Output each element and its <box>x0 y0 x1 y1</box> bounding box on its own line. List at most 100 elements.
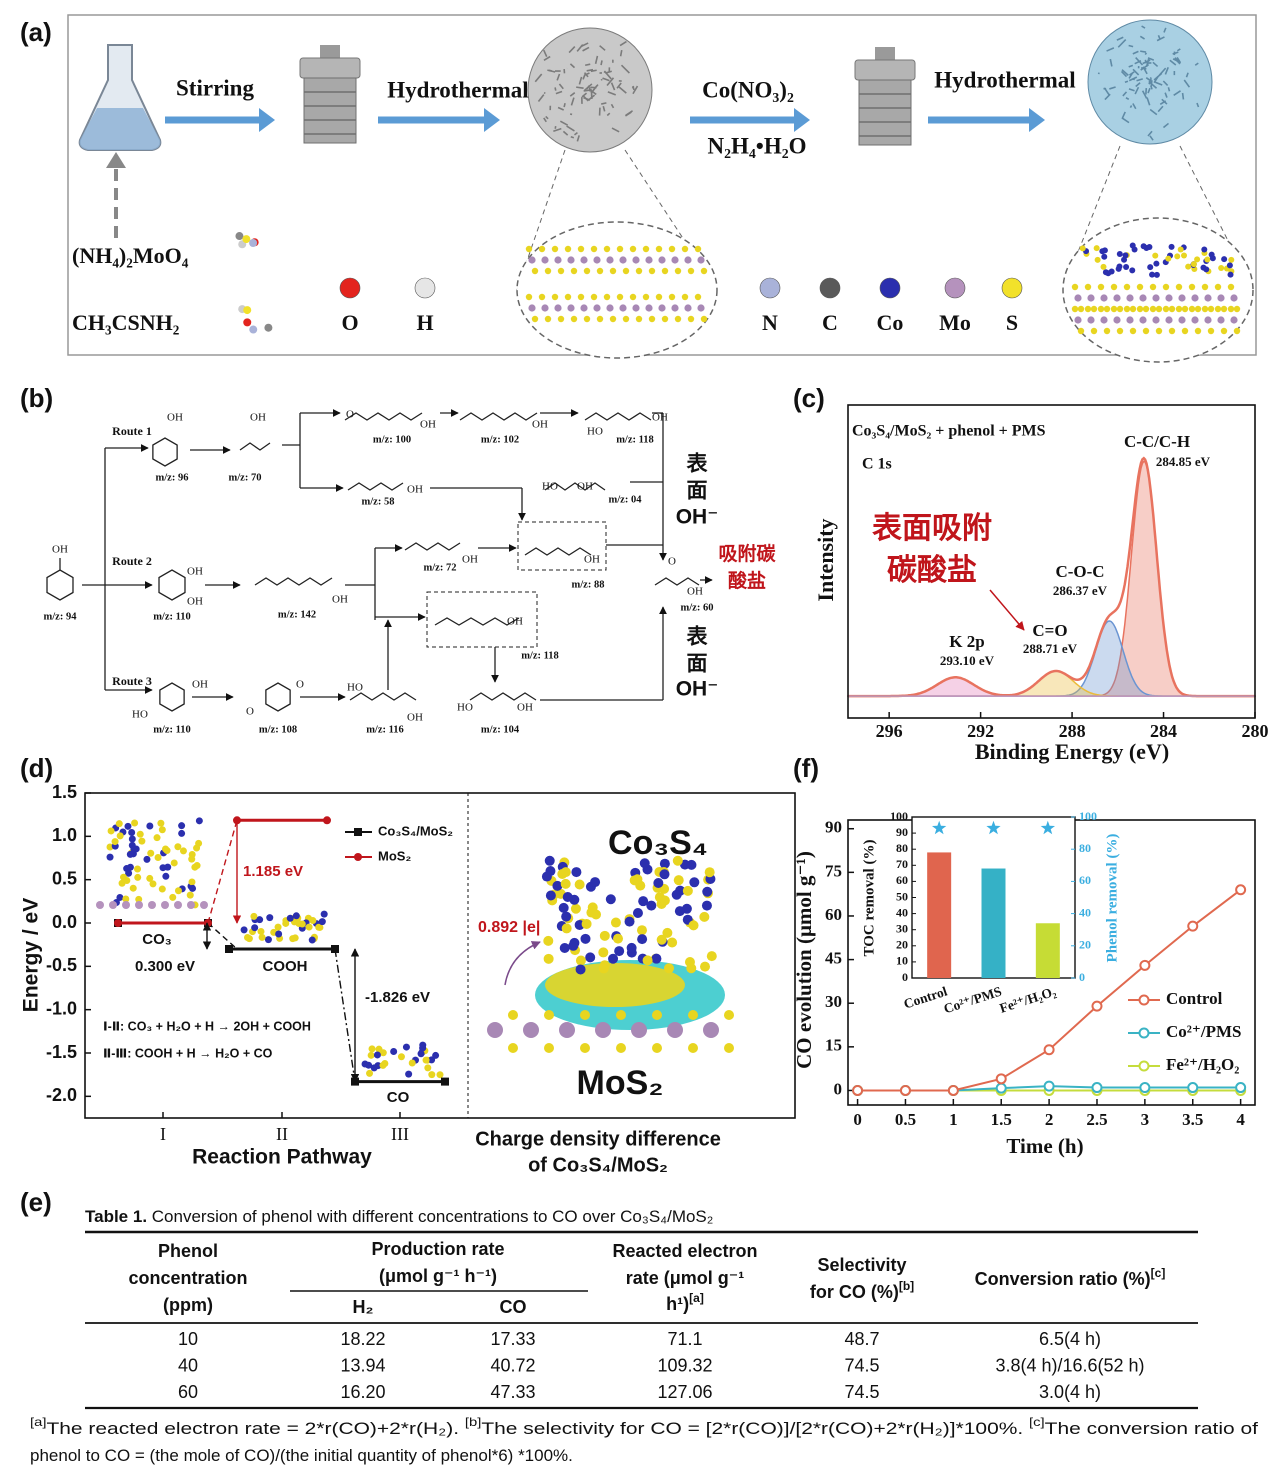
group-label: OH <box>652 412 668 424</box>
atom-s <box>1149 305 1157 313</box>
atom-s <box>1155 327 1163 335</box>
atom <box>291 934 299 942</box>
petal <box>1158 67 1167 76</box>
y-tick-label: -1.5 <box>46 1042 77 1062</box>
atom <box>158 885 166 893</box>
atom-mo <box>1191 294 1199 302</box>
atom-s <box>1129 305 1137 313</box>
atom-co <box>1209 255 1216 262</box>
atom-mo <box>1165 316 1173 324</box>
adsorbed-label: 吸附碳 <box>718 542 776 565</box>
y2-tick-label: 20 <box>1079 938 1091 952</box>
atom-s <box>1077 305 1085 313</box>
atom-co <box>1165 255 1172 262</box>
header-cell: h¹)[a] <box>666 1291 704 1314</box>
y2-tick-label: 60 <box>1079 873 1091 887</box>
petal <box>576 86 584 90</box>
group-label: OH <box>332 594 348 606</box>
petal <box>590 69 597 73</box>
mz-label: m/z: 94 <box>44 611 78 622</box>
atom-mo <box>1113 316 1121 324</box>
atom-s <box>544 315 552 323</box>
header-cell: (ppm) <box>163 1295 213 1315</box>
atom-s <box>687 315 695 323</box>
petal <box>1132 50 1139 55</box>
flask-liquid <box>79 108 161 150</box>
atom-s <box>674 267 682 275</box>
level-connector <box>207 820 238 924</box>
table-cell: 40 <box>178 1355 198 1375</box>
atom <box>143 855 151 863</box>
petal <box>1164 67 1169 75</box>
group-label: OH <box>187 566 203 578</box>
atom <box>174 843 182 851</box>
petal <box>1139 35 1146 40</box>
atom-s <box>688 1043 698 1053</box>
x-tick-label: 0 <box>853 1110 862 1129</box>
charge-blob <box>545 963 685 1007</box>
atom-s <box>1129 327 1137 335</box>
table-cell: 127.06 <box>657 1382 712 1402</box>
footnote-mark: [b] <box>899 1279 914 1293</box>
atom-s <box>531 267 539 275</box>
x-tick-label: 288 <box>1059 721 1086 741</box>
atom <box>624 916 635 927</box>
atom <box>574 879 585 890</box>
header-cell: CO <box>500 1297 527 1317</box>
peak-position: 284.85 eV <box>1156 454 1211 469</box>
atom-mo <box>645 304 653 312</box>
petal <box>1109 58 1113 67</box>
petal <box>1135 82 1141 88</box>
point <box>1139 1082 1151 1094</box>
atom-co <box>1218 264 1225 271</box>
point <box>1235 884 1247 896</box>
mz-label: m/z: 104 <box>481 724 520 735</box>
atom-s <box>1207 327 1215 335</box>
mz-label: m/z: 116 <box>366 724 404 735</box>
atom <box>189 884 197 892</box>
atom-co <box>1122 252 1129 259</box>
atom-mo <box>1087 294 1095 302</box>
atom-s <box>681 293 689 301</box>
atom-mo <box>528 304 536 312</box>
charge-label: 0.892 |e| <box>478 919 540 936</box>
panel-label: (f) <box>793 753 819 783</box>
atom <box>111 838 119 846</box>
atom-label: H <box>416 310 433 335</box>
atom-s <box>1201 305 1209 313</box>
group-label: OH <box>192 679 208 691</box>
petal <box>590 88 593 95</box>
atom-mo <box>593 304 601 312</box>
petal <box>1122 91 1128 97</box>
annotation-arrow <box>989 589 1025 631</box>
atom-s <box>674 315 682 323</box>
atom <box>662 927 673 938</box>
atom <box>256 916 264 924</box>
atom <box>651 953 662 964</box>
petal <box>574 131 578 136</box>
atom <box>153 834 161 842</box>
atom-swatch <box>819 277 841 299</box>
dashed-box <box>517 521 607 571</box>
y-tick-label: 0 <box>902 970 908 984</box>
surface-oh: 表 <box>687 626 709 649</box>
atom-mo <box>135 901 143 909</box>
atom <box>169 893 177 901</box>
table-cell: 71.1 <box>667 1329 702 1349</box>
petal <box>1162 122 1170 129</box>
atom-swatch <box>879 277 901 299</box>
atom <box>673 875 684 886</box>
step-label: Stirring <box>176 75 254 100</box>
bar <box>981 868 1006 978</box>
chain <box>349 692 417 701</box>
petal <box>610 103 615 109</box>
legend-label: MoS₂ <box>378 848 411 863</box>
y-axis-label: CO evolution (μmol g⁻¹) <box>792 851 816 1069</box>
ring <box>152 437 178 467</box>
atom-mo <box>567 304 575 312</box>
group-label: OH <box>420 419 436 431</box>
petal <box>555 90 563 95</box>
atom-s <box>661 267 669 275</box>
atom-mo <box>1204 316 1212 324</box>
x-tick-label: 4 <box>1236 1110 1245 1129</box>
